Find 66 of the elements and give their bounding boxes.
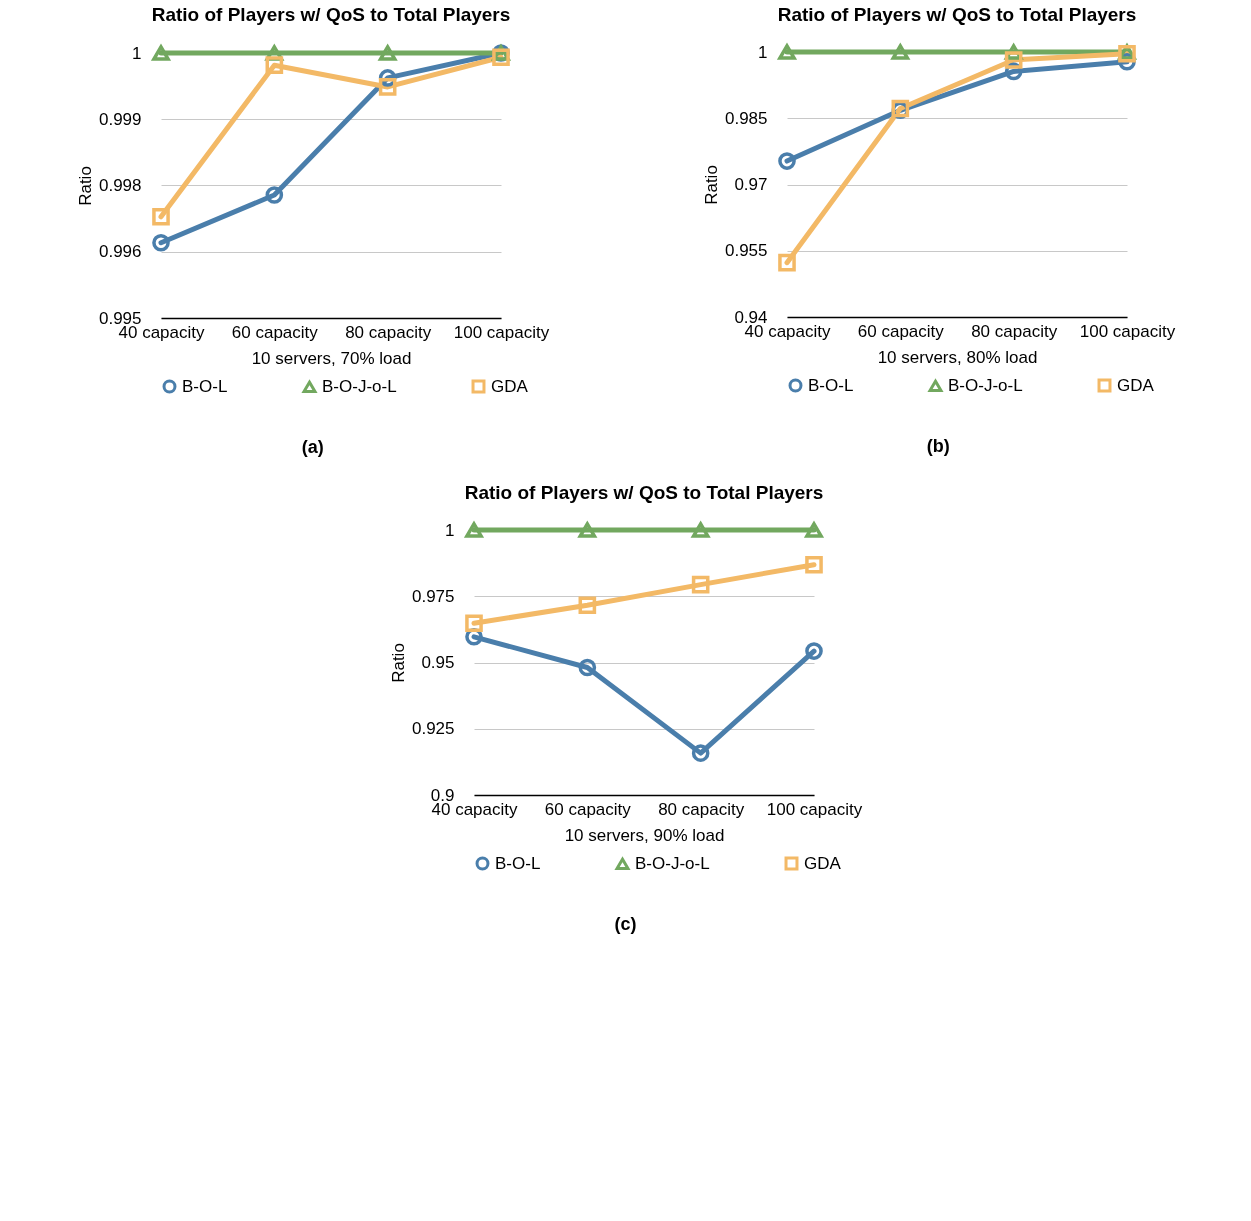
legend-label: B-O-L <box>495 853 541 873</box>
text: (a) <box>301 437 324 458</box>
point <box>777 44 796 60</box>
x-tick-label: 100 capacity <box>454 322 550 342</box>
point <box>578 522 597 538</box>
point <box>492 48 511 67</box>
point <box>379 45 397 61</box>
x-tick-label: 100 capacity <box>766 799 863 819</box>
point <box>1004 51 1023 69</box>
legend-label: GDA <box>804 853 842 873</box>
legend-label: B-O-J-o-L <box>635 853 710 873</box>
point <box>777 152 796 170</box>
point <box>578 596 597 615</box>
point <box>152 233 171 252</box>
legend-label: B-O-L <box>807 375 854 395</box>
x-axis-title: 10 servers, 70% load <box>251 348 412 368</box>
x-tick-label: 80 capacity <box>658 799 745 819</box>
chart-title: Ratio of Players w/ QoS to Total Players <box>151 3 511 25</box>
y-tick-label: 0.955 <box>724 241 768 261</box>
x-axis-title: 10 servers, 90% load <box>564 825 725 845</box>
point <box>578 658 597 677</box>
point <box>691 522 710 538</box>
legend-label: B-O-J-o-L <box>322 376 397 396</box>
point <box>152 207 171 226</box>
y-tick-label: 1 <box>757 42 768 62</box>
point <box>691 575 710 594</box>
y-tick-label: 1 <box>132 43 142 63</box>
y-tick-label: 0.925 <box>411 719 455 739</box>
x-tick-label: 80 capacity <box>970 321 1058 341</box>
chart-title: Ratio of Players w/ QoS to Total Players <box>464 481 824 503</box>
text: (c) <box>614 914 637 935</box>
point <box>777 253 796 272</box>
x-tick-label: 60 capacity <box>544 799 632 819</box>
legend-label: B-O-L <box>182 376 228 396</box>
x-tick-label: 60 capacity <box>857 321 945 341</box>
point <box>805 555 823 574</box>
x-axis-title: 10 servers, 80% load <box>877 347 1038 367</box>
point <box>805 522 823 538</box>
point <box>891 44 909 60</box>
point <box>152 45 171 61</box>
y-axis-title: Ratio <box>76 166 96 206</box>
y-tick-label: 0.975 <box>411 586 455 606</box>
legend-label: B-O-J-o-L <box>947 375 1023 395</box>
y-tick-label: 0.985 <box>724 108 768 128</box>
chart-title: Ratio of Players w/ QoS to Total Players <box>777 3 1137 25</box>
point <box>265 56 284 75</box>
x-tick-label: 100 capacity <box>1079 321 1176 341</box>
y-tick-label: 0.95 <box>421 653 455 672</box>
point <box>805 642 823 660</box>
point <box>465 522 483 538</box>
y-tick-label: 0.999 <box>99 109 142 129</box>
point <box>379 78 397 96</box>
y-tick-label: 1 <box>445 520 455 540</box>
legend-label: GDA <box>1116 375 1155 395</box>
y-tick-label: 0.998 <box>99 176 142 195</box>
point <box>265 186 284 204</box>
text: (b) <box>926 436 950 457</box>
y-axis-title: Ratio <box>701 165 721 205</box>
point <box>465 614 483 633</box>
y-axis-title: Ratio <box>388 643 408 683</box>
x-tick-label: 80 capacity <box>345 322 432 342</box>
point <box>691 744 710 762</box>
y-tick-label: 0.97 <box>734 175 768 194</box>
x-tick-label: 60 capacity <box>232 322 319 342</box>
legend-label: GDA <box>491 376 529 396</box>
y-tick-label: 0.996 <box>99 242 142 262</box>
